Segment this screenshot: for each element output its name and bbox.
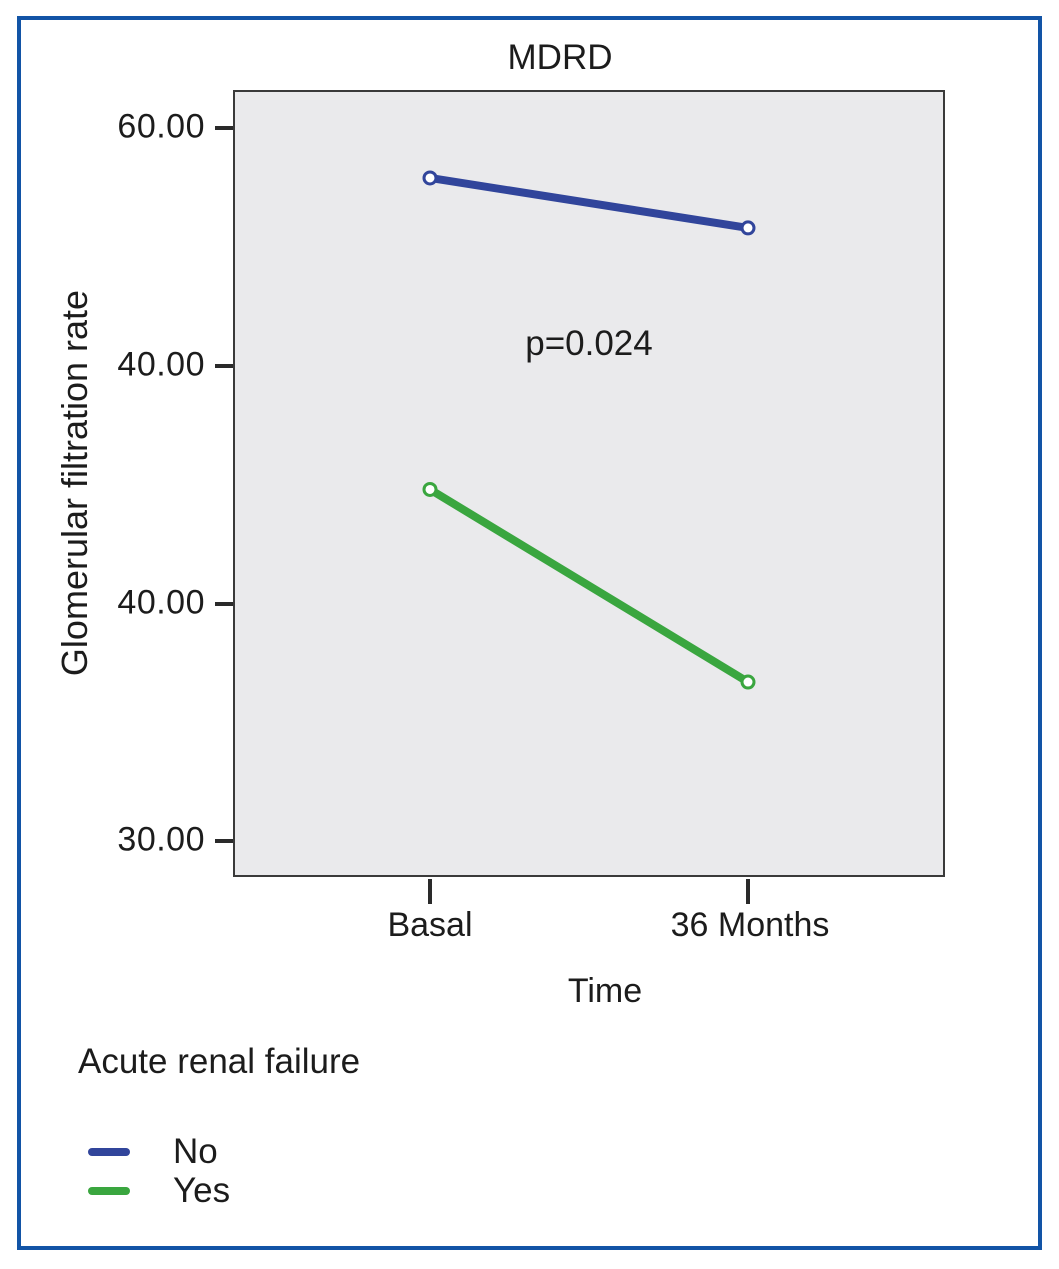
chart-area: 60.00 40.00 40.00 30.00 p=0.024 Basal 36… [117, 90, 945, 1010]
x-tick-label-basal: Basal [387, 906, 473, 944]
data-point-marker [422, 170, 438, 186]
legend-title: Acute renal failure [78, 1042, 361, 1081]
series-plot [422, 170, 756, 690]
series-line-no [422, 170, 756, 236]
data-point-marker [740, 220, 756, 236]
legend-swatch-no [88, 1147, 130, 1156]
data-point-marker [422, 481, 438, 497]
legend-label-no: No [173, 1131, 218, 1171]
x-tick-mark [428, 879, 432, 904]
figure-border-frame [17, 16, 1042, 1250]
y-tick-mark [215, 839, 233, 844]
legend: Acute renal failure No Yes [78, 1042, 361, 1210]
legend-row-yes: Yes [78, 1171, 230, 1210]
chart-title: MDRD [507, 38, 613, 77]
series-line-yes [422, 481, 756, 690]
x-tick-mark [746, 879, 750, 904]
legend-label-yes: Yes [173, 1170, 231, 1210]
y-tick-mark [215, 126, 233, 131]
y-tick-label: 30.00 [117, 821, 205, 860]
legend-swatch-yes [88, 1186, 130, 1195]
y-tick-label: 40.00 [117, 345, 205, 384]
y-tick-label: 40.00 [117, 583, 205, 622]
y-tick-mark [215, 363, 233, 368]
legend-items: No Yes [78, 1132, 230, 1210]
x-tick-label-36months: 36 Months [670, 906, 830, 944]
y-tick-label: 60.00 [117, 107, 205, 146]
legend-row-no: No [78, 1132, 230, 1171]
y-tick-mark [215, 601, 233, 606]
x-axis-title: Time [567, 972, 643, 1010]
p-value-annotation: p=0.024 [525, 324, 653, 363]
plot-background [233, 90, 945, 877]
data-point-marker [740, 674, 756, 690]
